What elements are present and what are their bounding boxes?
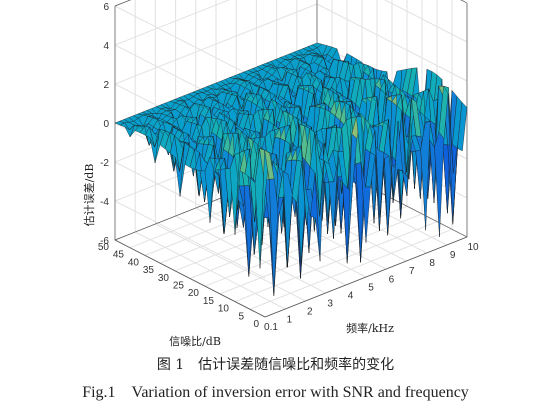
figure-caption-english: Fig.1 Variation of inversion error with … xyxy=(82,384,469,401)
freq-axis-label: 频率/kHz xyxy=(346,321,394,335)
snr-tick-label: 25 xyxy=(173,281,185,292)
freq-tick-label: 4 xyxy=(348,290,354,301)
freq-tick-label: 2 xyxy=(307,307,313,318)
snr-axis-label: 信噪比/dB xyxy=(169,335,221,348)
freq-tick-label: 1 xyxy=(287,315,293,326)
z-tick-label: 4 xyxy=(103,41,109,52)
z-tick-label: 2 xyxy=(103,80,109,91)
freq-tick-label: 0.1 xyxy=(264,322,278,333)
snr-tick-label: 45 xyxy=(113,250,125,261)
snr-tick-label: 0 xyxy=(253,319,259,330)
axes-box-front xyxy=(114,236,468,318)
freq-tick-label: 6 xyxy=(389,274,395,285)
z-tick-label: -2 xyxy=(100,158,109,169)
z-axis-label: 估计误差/dB xyxy=(82,164,96,227)
freq-tick-label: 10 xyxy=(467,242,479,253)
snr-tick-label: 35 xyxy=(143,265,155,276)
z-tick-label: 6 xyxy=(103,2,109,13)
snr-tick-label: 20 xyxy=(188,288,200,299)
freq-tick-label: 5 xyxy=(368,282,374,293)
freq-tick-label: 7 xyxy=(409,266,415,277)
freq-tick-label: 8 xyxy=(429,258,435,269)
snr-tick-label: 5 xyxy=(238,311,244,322)
z-tick-label: -4 xyxy=(100,197,109,208)
snr-tick-label: 30 xyxy=(158,273,170,284)
snr-tick-label: 50 xyxy=(98,242,110,253)
freq-tick-label: 9 xyxy=(450,250,456,261)
snr-tick-label: 40 xyxy=(128,257,140,268)
z-tick-label: -6 xyxy=(100,236,109,247)
surface-patch xyxy=(457,101,468,152)
figure-caption-chinese: 图 1 估计误差随信噪比和频率的变化 xyxy=(156,357,395,373)
z-tick-label: 0 xyxy=(103,119,109,130)
surface-plot xyxy=(114,42,468,296)
snr-tick-label: 10 xyxy=(218,304,230,315)
snr-tick-label: 15 xyxy=(203,296,215,307)
freq-tick-label: 3 xyxy=(327,299,333,310)
